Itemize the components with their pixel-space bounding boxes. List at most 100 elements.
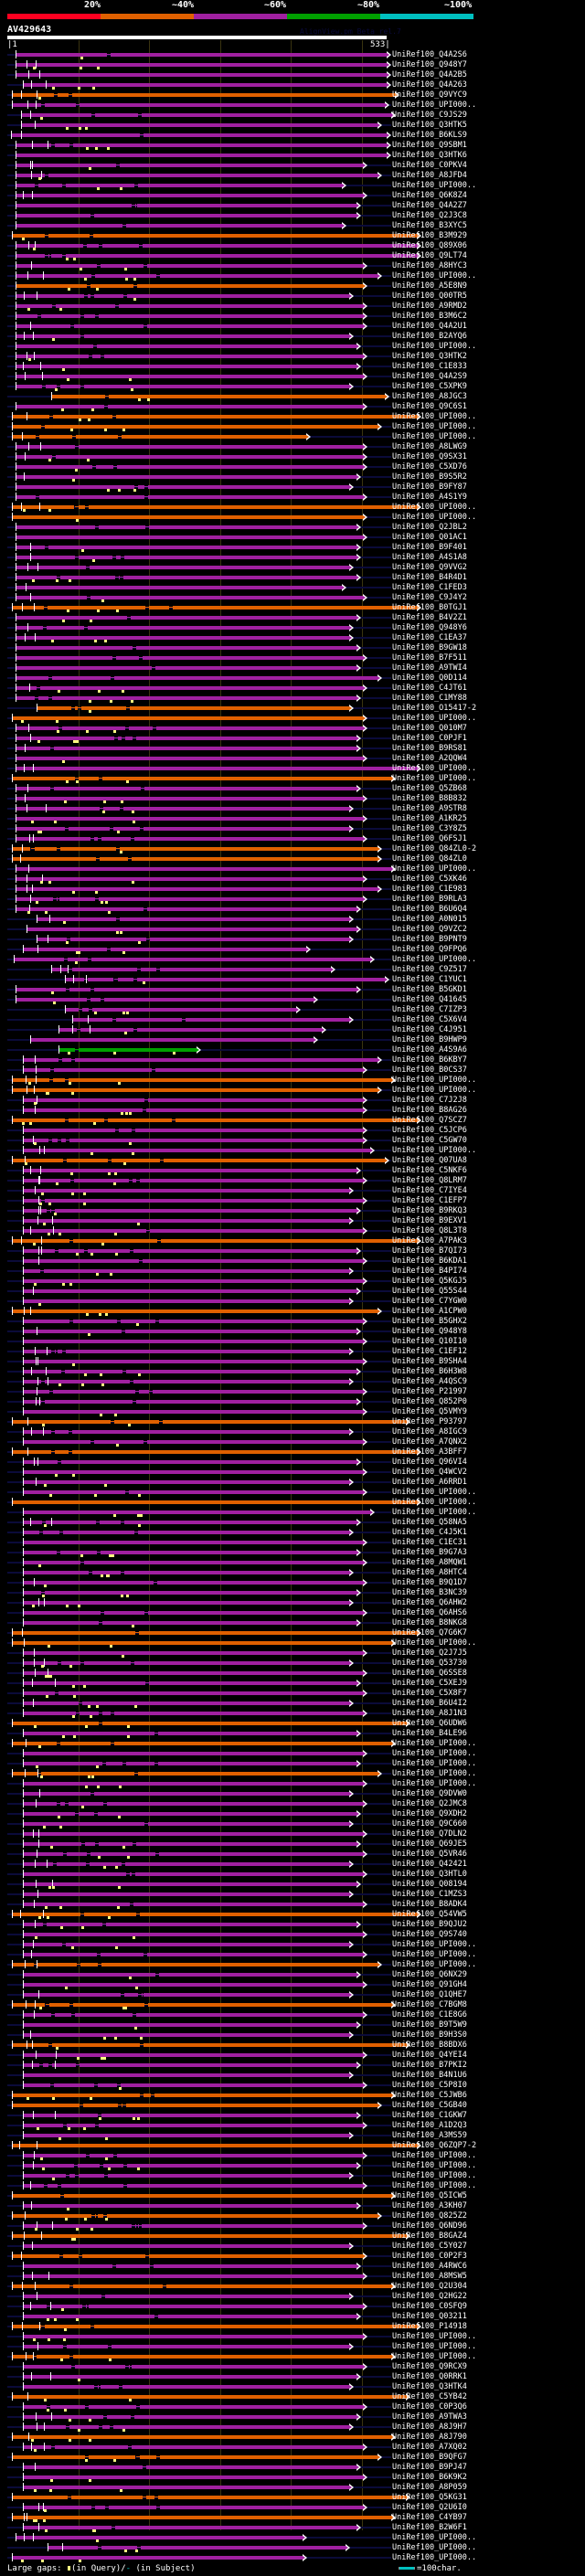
hit-label[interactable]: UniRef100_Q948Y6 bbox=[392, 623, 467, 632]
hit-label[interactable]: UniRef100_UPI000.. bbox=[392, 1146, 477, 1155]
hit-label[interactable]: UniRef100_C4J951 bbox=[392, 1025, 467, 1034]
hit-row[interactable]: UniRef100_A1KR25 bbox=[0, 814, 585, 824]
hit-row[interactable]: UniRef100_Q6AHW2 bbox=[0, 1598, 585, 1608]
hit-label[interactable]: UniRef100_C1E983 bbox=[392, 885, 467, 894]
hit-label[interactable]: UniRef100_Q55S44 bbox=[392, 1287, 467, 1296]
hit-label[interactable]: UniRef100_B9EXV1 bbox=[392, 1216, 467, 1225]
hit-label[interactable]: UniRef100_A9STR8 bbox=[392, 804, 467, 813]
hit-label[interactable]: UniRef100_C5YB42 bbox=[392, 2392, 467, 2401]
hit-row[interactable]: UniRef100_C1EFP7 bbox=[0, 1196, 585, 1206]
hit-row[interactable]: UniRef100_Q5ZB68 bbox=[0, 784, 585, 794]
hit-label[interactable]: UniRef100_Q10I10 bbox=[392, 1337, 467, 1346]
hit-row[interactable]: UniRef100_C9Z517 bbox=[0, 965, 585, 975]
hit-row[interactable]: UniRef100_Q4A2B5 bbox=[0, 70, 585, 80]
hit-label[interactable]: UniRef100_P14918 bbox=[392, 2322, 467, 2331]
hit-row[interactable]: UniRef100_Q6SSE8 bbox=[0, 1669, 585, 1679]
hit-label[interactable]: UniRef100_C5NKF6 bbox=[392, 1166, 467, 1175]
hit-row[interactable]: UniRef100_Q9LT74 bbox=[0, 251, 585, 261]
hit-row[interactable]: UniRef100_Q07UA8 bbox=[0, 1156, 585, 1166]
hit-label[interactable]: UniRef100_Q9C6S1 bbox=[392, 402, 467, 411]
hit-label[interactable]: UniRef100_B8GAZ4 bbox=[392, 2231, 467, 2241]
hit-row[interactable]: UniRef100_UPI000.. bbox=[0, 1759, 585, 1769]
hit-row[interactable]: UniRef100_UPI000.. bbox=[0, 1779, 585, 1789]
hit-label[interactable]: UniRef100_C0P3Q6 bbox=[392, 2402, 467, 2412]
hit-row[interactable]: UniRef100_C1EC31 bbox=[0, 1538, 585, 1548]
hit-label[interactable]: UniRef100_Q2HG22 bbox=[392, 2292, 467, 2301]
hit-label[interactable]: UniRef100_B4R4D1 bbox=[392, 573, 467, 582]
hit-row[interactable]: UniRef100_UPI000.. bbox=[0, 1076, 585, 1086]
hit-row[interactable]: UniRef100_Q852P0 bbox=[0, 1397, 585, 1407]
hit-row[interactable]: UniRef100_UPI000.. bbox=[0, 412, 585, 422]
hit-label[interactable]: UniRef100_Q4A2Z7 bbox=[392, 201, 467, 210]
hit-row[interactable]: UniRef100_Q5ICW5 bbox=[0, 2191, 585, 2201]
hit-row[interactable]: UniRef100_Q7SCZ7 bbox=[0, 1116, 585, 1126]
hit-row[interactable]: UniRef100_Q01AC1 bbox=[0, 533, 585, 543]
hit-label[interactable]: UniRef100_B7QI73 bbox=[392, 1246, 467, 1256]
hit-row[interactable]: UniRef100_C1EA37 bbox=[0, 633, 585, 643]
hit-row[interactable]: UniRef100_Q3HTK6 bbox=[0, 151, 585, 161]
hit-row[interactable]: UniRef100_C5X6V4 bbox=[0, 1015, 585, 1025]
hit-row[interactable]: UniRef100_UPI000.. bbox=[0, 2171, 585, 2181]
hit-row[interactable]: UniRef100_Q7G6K7 bbox=[0, 1628, 585, 1638]
hit-label[interactable]: UniRef100_A4S1A8 bbox=[392, 553, 467, 562]
hit-row[interactable]: UniRef100_C1FED3 bbox=[0, 583, 585, 593]
hit-row[interactable]: UniRef100_B9PJ47 bbox=[0, 2463, 585, 2473]
hit-label[interactable]: UniRef100_Q6UDW6 bbox=[392, 1719, 467, 1728]
hit-label[interactable]: UniRef100_Q948Y7 bbox=[392, 60, 467, 69]
hit-row[interactable]: UniRef100_Q3HTK4 bbox=[0, 2382, 585, 2392]
hit-row[interactable]: UniRef100_B9GW18 bbox=[0, 643, 585, 653]
hit-row[interactable]: UniRef100_Q9C660 bbox=[0, 1819, 585, 1829]
hit-label[interactable]: UniRef100_UPI000.. bbox=[392, 2533, 477, 2542]
hit-row[interactable]: UniRef100_B6U6Q4 bbox=[0, 905, 585, 915]
hit-label[interactable]: UniRef100_Q96VI4 bbox=[392, 1458, 467, 1467]
hit-label[interactable]: UniRef100_B6KLS9 bbox=[392, 131, 467, 140]
hit-row[interactable]: UniRef100_UPI000.. bbox=[0, 1739, 585, 1749]
hit-label[interactable]: UniRef100_UPI000.. bbox=[392, 714, 477, 723]
hit-label[interactable]: UniRef100_Q2J7J5 bbox=[392, 1648, 467, 1658]
hit-label[interactable]: UniRef100_A4S9A6 bbox=[392, 1045, 467, 1055]
hit-row[interactable]: UniRef100_B9FY87 bbox=[0, 482, 585, 493]
hit-label[interactable]: UniRef100_C1FED3 bbox=[392, 583, 467, 592]
hit-label[interactable]: UniRef100_UPI000.. bbox=[392, 955, 477, 964]
hit-label[interactable]: UniRef100_Q2U304 bbox=[392, 2282, 467, 2291]
hit-row[interactable]: UniRef100_UPI000.. bbox=[0, 432, 585, 442]
hit-label[interactable]: UniRef100_Q2U6I0 bbox=[392, 2503, 467, 2512]
hit-row[interactable]: UniRef100_C5P8I0 bbox=[0, 2081, 585, 2091]
hit-row[interactable]: UniRef100_C7YGW0 bbox=[0, 1297, 585, 1307]
hit-label[interactable]: UniRef100_C5P8I0 bbox=[392, 2081, 467, 2090]
hit-label[interactable]: UniRef100_Q89X06 bbox=[392, 241, 467, 250]
hit-label[interactable]: UniRef100_UPI000.. bbox=[392, 422, 477, 431]
hit-label[interactable]: UniRef100_Q7G6K7 bbox=[392, 1628, 467, 1638]
hit-label[interactable]: UniRef100_A6RRD1 bbox=[392, 1478, 467, 1487]
hit-label[interactable]: UniRef100_Q01AC1 bbox=[392, 533, 467, 542]
hit-row[interactable]: UniRef100_UPI000.. bbox=[0, 1638, 585, 1648]
hit-row[interactable]: UniRef100_B9SHA4 bbox=[0, 1357, 585, 1367]
hit-row[interactable]: UniRef100_UPI000.. bbox=[0, 2332, 585, 2342]
hit-label[interactable]: UniRef100_B9GW18 bbox=[392, 643, 467, 652]
hit-row[interactable]: UniRef100_Q03211 bbox=[0, 2312, 585, 2322]
hit-row[interactable]: UniRef100_Q9SBM1 bbox=[0, 141, 585, 151]
hit-label[interactable]: UniRef100_UPI000.. bbox=[392, 2543, 477, 2552]
hit-row[interactable]: UniRef100_C0PKV4 bbox=[0, 161, 585, 171]
hit-row[interactable]: UniRef100_C7BGM8 bbox=[0, 2000, 585, 2010]
hit-row[interactable]: UniRef100_C5XPK9 bbox=[0, 382, 585, 392]
hit-row[interactable]: UniRef100_C5XD76 bbox=[0, 462, 585, 472]
hit-label[interactable]: UniRef100_B4N1U6 bbox=[392, 2071, 467, 2080]
hit-label[interactable]: UniRef100_C5X8F7 bbox=[392, 1689, 467, 1698]
hit-label[interactable]: UniRef100_A8JGC3 bbox=[392, 392, 467, 401]
hit-row[interactable]: UniRef100_O15417-2 bbox=[0, 704, 585, 714]
hit-row[interactable]: UniRef100_Q6FSJ1 bbox=[0, 834, 585, 844]
hit-label[interactable]: UniRef100_B9SHA4 bbox=[392, 1357, 467, 1366]
hit-label[interactable]: UniRef100_Q41645 bbox=[392, 995, 467, 1004]
hit-row[interactable]: UniRef100_C7J2J8 bbox=[0, 1096, 585, 1106]
hit-row[interactable]: UniRef100_UPI000.. bbox=[0, 1146, 585, 1156]
hit-label[interactable]: UniRef100_Q4WCV2 bbox=[392, 1468, 467, 1477]
hit-row[interactable]: UniRef100_Q6K8Z4 bbox=[0, 191, 585, 201]
hit-row[interactable]: UniRef100_Q5KGJ5 bbox=[0, 1277, 585, 1287]
hit-label[interactable]: UniRef100_A8J1N3 bbox=[392, 1709, 467, 1718]
hit-row[interactable]: UniRef100_Q9SX31 bbox=[0, 452, 585, 462]
hit-label[interactable]: UniRef100_A1KR25 bbox=[392, 814, 467, 823]
hit-label[interactable]: UniRef100_UPI000.. bbox=[392, 2171, 477, 2180]
hit-label[interactable]: UniRef100_Q0D114 bbox=[392, 673, 467, 683]
hit-label[interactable]: UniRef100_UPI000.. bbox=[392, 1076, 477, 1085]
